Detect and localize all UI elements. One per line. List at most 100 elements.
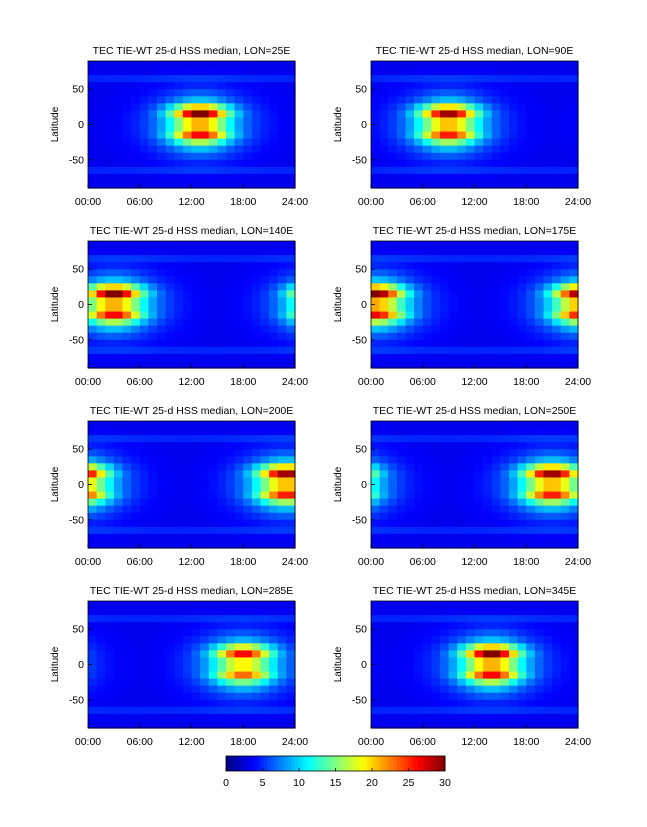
heatmap-cell	[157, 180, 167, 189]
heatmap-cell	[148, 318, 158, 327]
heatmap-cell	[88, 96, 98, 104]
heatmap-cell	[148, 304, 158, 313]
heatmap-cell	[569, 68, 579, 76]
heatmap-cell	[88, 346, 98, 355]
heatmap-cell	[251, 269, 262, 277]
heatmap-cell	[226, 138, 236, 147]
heatmap-cell	[457, 117, 467, 126]
heatmap-cell	[371, 421, 381, 429]
heatmap-cell	[388, 248, 398, 256]
heatmap-cell	[96, 269, 106, 277]
heatmap-cell	[448, 477, 458, 486]
heatmap-cell	[191, 269, 201, 277]
heatmap-cell	[526, 421, 536, 429]
heatmap-cell	[243, 89, 253, 97]
heatmap-cell	[234, 89, 244, 97]
heatmap-cell	[208, 110, 218, 119]
heatmap-cell	[182, 491, 193, 500]
heatmap-cell	[474, 713, 484, 722]
heatmap-cell	[113, 339, 124, 348]
heatmap-cell	[448, 664, 458, 673]
heatmap-cell	[491, 484, 501, 493]
heatmap-cell	[182, 526, 193, 535]
heatmap-cell	[105, 103, 115, 111]
heatmap-cell	[396, 103, 407, 111]
heatmap-cell	[491, 692, 501, 701]
heatmap-cell	[165, 526, 175, 535]
heatmap-cell	[414, 463, 424, 471]
heatmap-cell	[157, 657, 167, 666]
heatmap-cell	[277, 421, 287, 429]
heatmap-cell	[113, 664, 124, 673]
colorbar-tick-label: 0	[223, 777, 229, 789]
heatmap-cell	[552, 96, 562, 104]
heatmap-cell	[269, 339, 279, 348]
heatmap-cell	[260, 484, 270, 493]
heatmap-cell	[560, 180, 570, 189]
heatmap-cell	[131, 664, 141, 673]
heatmap-cell	[96, 470, 106, 479]
heatmap-cell	[396, 82, 407, 90]
heatmap-cell	[379, 138, 389, 147]
heatmap-cell	[269, 498, 279, 507]
heatmap-cell	[208, 173, 218, 182]
heatmap-cell	[526, 241, 536, 249]
heatmap-cell	[251, 152, 262, 161]
heatmap-cell	[148, 442, 158, 450]
heatmap-cell	[552, 318, 562, 327]
heatmap-cell	[491, 657, 501, 666]
heatmap-cell	[277, 449, 287, 457]
colorbar-tick-label: 30	[439, 777, 451, 789]
heatmap-cell	[388, 692, 398, 701]
heatmap-cell	[217, 678, 227, 687]
heatmap-cell	[388, 61, 398, 69]
heatmap-cell	[552, 421, 562, 429]
heatmap-cell	[208, 463, 218, 471]
heatmap-cell	[440, 533, 450, 542]
colorbar-segment	[308, 756, 313, 771]
heatmap-cell	[569, 643, 579, 651]
heatmap-cell	[157, 685, 167, 694]
heatmap-cell	[526, 512, 536, 521]
heatmap-cell	[243, 131, 253, 140]
heatmap-cell	[509, 68, 519, 76]
heatmap-cell	[414, 526, 424, 535]
heatmap-cell	[422, 470, 432, 479]
heatmap-cell	[517, 713, 527, 722]
heatmap-cell	[226, 166, 236, 175]
heatmap-cell	[465, 75, 476, 83]
heatmap-cell	[440, 456, 450, 464]
heatmap-cell	[465, 657, 476, 666]
y-axis-label: Latitude	[333, 466, 344, 502]
heatmap-cell	[534, 262, 545, 270]
heatmap-cell	[165, 353, 175, 362]
heatmap-cell	[422, 124, 432, 133]
heatmap-cell	[500, 456, 510, 464]
heatmap-cell	[139, 650, 149, 659]
heatmap-cell	[414, 636, 424, 644]
heatmap-cell	[113, 304, 124, 313]
heatmap-cell	[105, 505, 115, 514]
heatmap-cell	[543, 131, 553, 140]
heatmap-cell	[440, 608, 450, 616]
heatmap-cell	[509, 152, 519, 161]
heatmap-cell	[243, 601, 253, 609]
heatmap-cell	[96, 117, 106, 126]
heatmap-cell	[131, 68, 141, 76]
heatmap-cell	[440, 540, 450, 549]
heatmap-cell	[560, 671, 570, 680]
heatmap-cell	[388, 622, 398, 630]
heatmap-cell	[174, 318, 184, 327]
heatmap-cell	[465, 82, 476, 90]
heatmap-cell	[157, 505, 167, 514]
heatmap-cell	[131, 608, 141, 616]
heatmap-cell	[208, 82, 218, 90]
heatmap-cell	[269, 297, 279, 306]
heatmap-cell	[500, 262, 510, 270]
heatmap-cell	[200, 166, 210, 175]
heatmap-cell	[422, 636, 432, 644]
heatmap-cell	[396, 692, 407, 701]
heatmap-cell	[517, 297, 527, 306]
heatmap-cell	[269, 657, 279, 666]
heatmap-cell	[131, 636, 141, 644]
